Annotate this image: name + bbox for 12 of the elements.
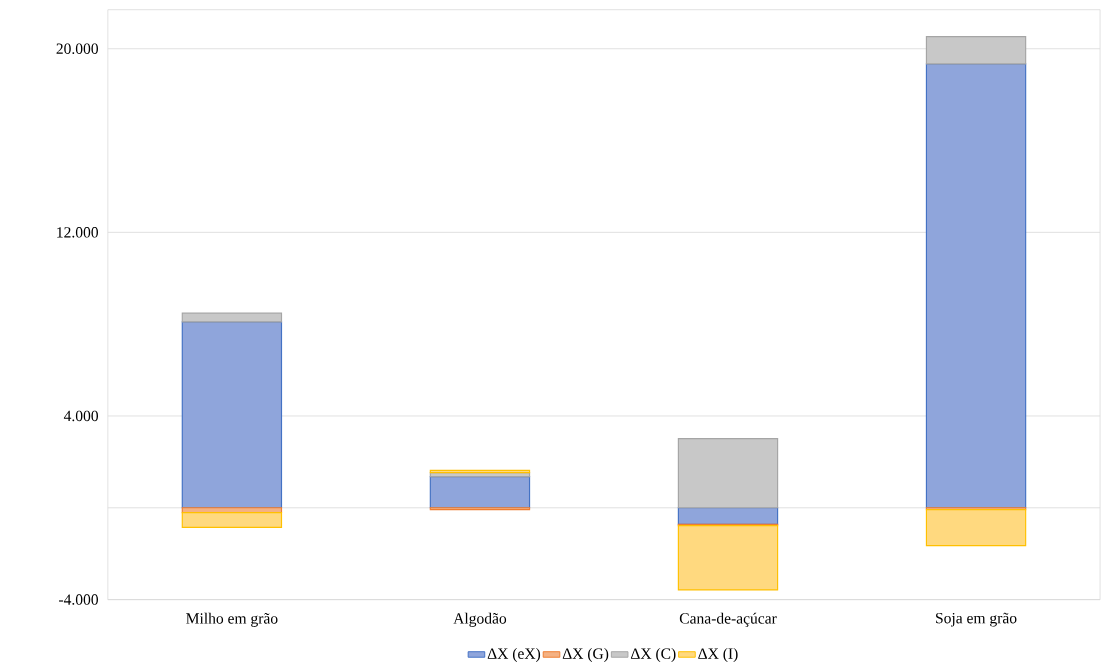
x-tick-label: Algodão [453,612,507,628]
y-tick-label: 4.000 [63,410,99,422]
y-tick-label: -4.000 [59,594,99,606]
legend-label: ΔX (I) [698,648,738,663]
legend-label: ΔX (G) [562,648,609,663]
y-tick-label: 12.000 [57,227,99,238]
x-tick-label: Cana-de-açúcar [679,612,777,628]
y-tick-label: 20.000 [56,43,99,55]
legend-label: ΔX (eX) [487,648,541,663]
x-tick-label: Milho em grão [186,612,278,628]
x-tick-label: Soja em grão [936,612,1017,627]
legend-label: ΔX (C) [630,648,676,663]
